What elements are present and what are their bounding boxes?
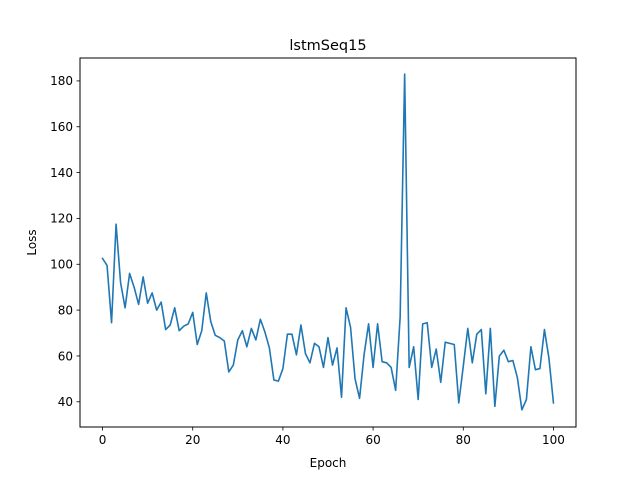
plot-area — [101, 73, 555, 411]
x-tick-label: 0 — [99, 433, 107, 447]
series-line-0 — [101, 73, 555, 411]
plot-frame — [79, 57, 577, 428]
x-tick-label: 40 — [275, 433, 290, 447]
y-tick-label: 120 — [50, 212, 73, 226]
y-axis: 40 60 80 100 120 140 160 180 — [50, 74, 80, 409]
chart-title: lstmSeq15 — [289, 38, 366, 54]
x-tick-label: 100 — [542, 433, 565, 447]
x-tick-label: 60 — [365, 433, 380, 447]
y-tick-label: 180 — [50, 74, 73, 88]
x-tick-label: 20 — [185, 433, 200, 447]
y-tick-label: 80 — [58, 303, 73, 317]
y-tick-label: 60 — [58, 349, 73, 363]
y-tick-label: 140 — [50, 166, 73, 180]
x-axis-label: Epoch — [310, 456, 347, 470]
y-tick-label: 160 — [50, 120, 73, 134]
y-tick-label: 100 — [50, 258, 73, 272]
x-tick-label: 80 — [456, 433, 471, 447]
x-axis: 0 20 40 60 80 100 — [99, 427, 565, 447]
y-axis-label: Loss — [25, 229, 39, 255]
y-tick-label: 40 — [58, 395, 73, 409]
